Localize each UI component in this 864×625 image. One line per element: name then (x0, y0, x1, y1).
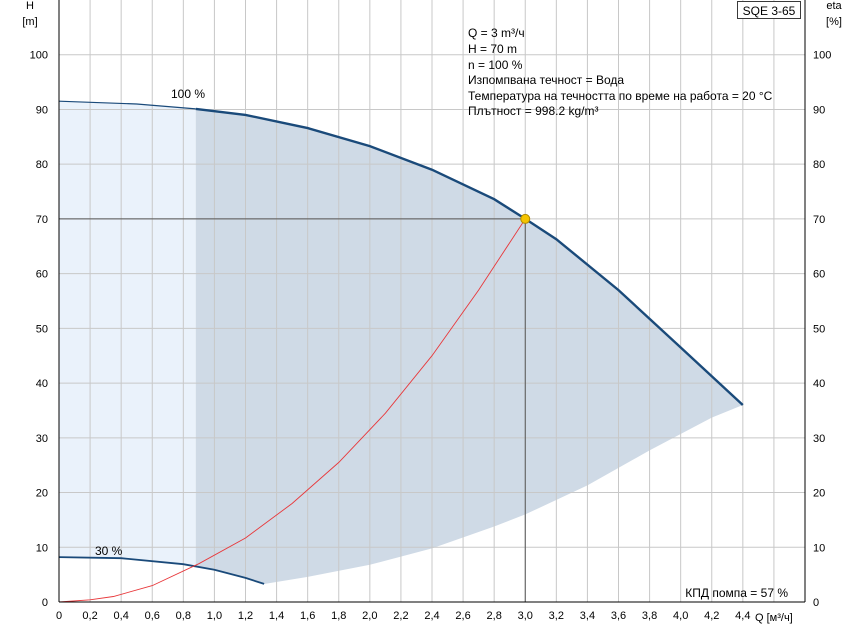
x-tick-label-10: 2,0 (362, 610, 377, 622)
duty-point (520, 213, 531, 224)
x-tick-label-14: 2,8 (487, 610, 502, 622)
x-tick-label-16: 3,2 (549, 610, 564, 622)
y-right-tick-label-3: 30 (813, 433, 825, 445)
y-left-tick-label-2: 20 (36, 488, 48, 500)
curve-label-30: 30 % (95, 544, 123, 558)
tick-layer: 0 0,2 0,4 0,6 0,8 1,0 1,2 1,4 1,6 1,8 2,0 2,2 2,4 2,6… (30, 50, 832, 622)
right-axis-symbol: eta (826, 0, 842, 12)
x-tick-label-15: 3,0 (518, 610, 533, 622)
info-line-density: Плътност = 998.2 kg/m³ (468, 104, 598, 118)
x-tick-label-1: 0,2 (82, 610, 97, 622)
y-left-tick-label-3: 30 (36, 433, 48, 445)
x-tick-label-4: 0,8 (176, 610, 191, 622)
y-right-tick-label-0: 0 (813, 597, 819, 609)
info-line-speed: n = 100 % (468, 58, 523, 72)
y-left-tick-label-6: 60 (36, 269, 48, 281)
left-axis-symbol: H (26, 0, 34, 12)
x-tick-label-11: 2,2 (393, 610, 408, 622)
y-left-tick-label-1: 10 (36, 542, 48, 554)
x-tick-label-6: 1,2 (238, 610, 253, 622)
x-tick-label-2: 0,4 (114, 610, 129, 622)
plot-frame (58, 0, 806, 603)
curve-label-100: 100 % (171, 87, 205, 101)
info-line-liquid: Изпомпвана течност = Вода (468, 73, 624, 87)
y-right-tick-label-1: 10 (813, 542, 825, 554)
y-right-tick-label-7: 70 (813, 214, 825, 226)
low-flow-area (59, 101, 196, 567)
head-curve-30 (58, 556, 265, 585)
x-tick-label-8: 1,6 (300, 610, 315, 622)
x-tick-label-22: 4,4 (735, 610, 750, 622)
head-curve-100-thin (58, 100, 196, 110)
y-left-tick-label-0: 0 (42, 597, 48, 609)
x-tick-label-18: 3,6 (611, 610, 626, 622)
area-layer (59, 101, 743, 584)
y-right-tick-label-8: 80 (813, 159, 825, 171)
info-line-head: H = 70 m (468, 42, 517, 56)
head-curve-100 (195, 107, 744, 406)
info-line-flow: Q = 3 m³/ч (468, 26, 525, 40)
y-right-tick-label-6: 60 (813, 269, 825, 281)
operating-area (195, 108, 743, 584)
model-label: SQE 3-65 (737, 1, 801, 19)
x-tick-label-12: 2,4 (424, 610, 439, 622)
x-axis-label: Q [м³/ч] (755, 612, 793, 624)
efficiency-note: КПД помпа = 57 % (685, 586, 788, 600)
x-tick-label-13: 2,6 (455, 610, 470, 622)
x-tick-label-17: 3,4 (580, 610, 595, 622)
x-tick-label-20: 4,0 (673, 610, 688, 622)
x-tick-label-19: 3,8 (642, 610, 657, 622)
y-left-tick-label-8: 80 (36, 159, 48, 171)
info-line-temperature: Температура на течността по време на раб… (468, 89, 773, 103)
y-left-tick-label-7: 70 (36, 214, 48, 226)
y-right-tick-label-2: 20 (813, 488, 825, 500)
x-tick-label-3: 0,6 (145, 610, 160, 622)
y-right-tick-label-4: 40 (813, 378, 825, 390)
y-right-tick-label-9: 90 (813, 104, 825, 116)
y-right-tick-label-10: 100 (813, 50, 831, 62)
x-tick-label-7: 1,4 (269, 610, 284, 622)
y-left-tick-label-5: 50 (36, 323, 48, 335)
y-left-tick-label-4: 40 (36, 378, 48, 390)
y-left-tick-label-9: 90 (36, 104, 48, 116)
y-left-tick-label-10: 100 (30, 50, 48, 62)
curve-layer (58, 100, 744, 603)
x-tick-label-21: 4,2 (704, 610, 719, 622)
efficiency-curve (58, 218, 526, 603)
x-tick-label-9: 1,8 (331, 610, 346, 622)
right-axis-unit: [%] (826, 16, 842, 28)
left-axis-unit: [m] (22, 16, 37, 28)
x-tick-label-0: 0 (56, 610, 62, 622)
y-right-tick-label-5: 50 (813, 323, 825, 335)
x-tick-label-5: 1,0 (207, 610, 222, 622)
grid-layer (59, 0, 806, 602)
